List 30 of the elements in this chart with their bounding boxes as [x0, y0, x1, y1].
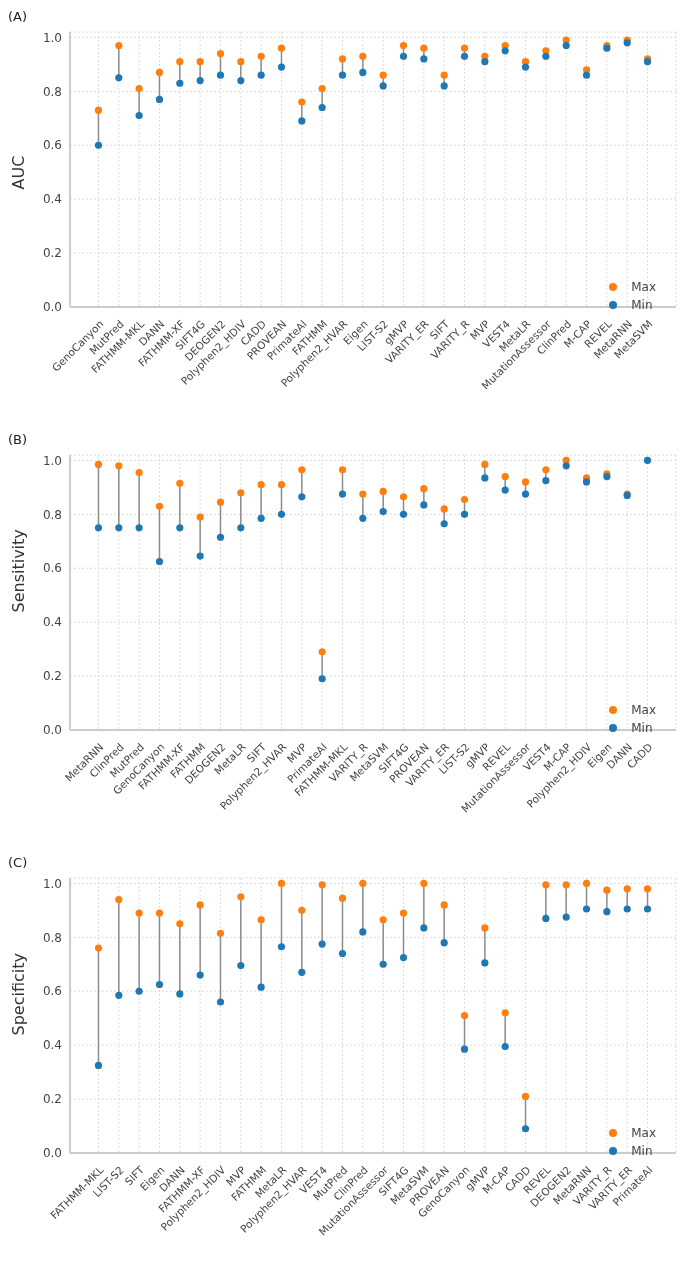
y-tick-label: 0.2 — [42, 1092, 62, 1107]
y-tick-label: 0.8 — [42, 84, 62, 99]
y-tick-label: 1.0 — [42, 30, 62, 45]
y-tick-label: 1.0 — [42, 453, 62, 468]
y-axis-title: Specificity — [8, 953, 28, 1036]
legend-label: Min — [631, 721, 653, 735]
y-tick-label: 0.8 — [42, 507, 62, 522]
y-tick-label: 0.0 — [42, 723, 62, 738]
y-tick-label: 0.8 — [42, 930, 62, 945]
y-tick-label: 0.6 — [42, 138, 62, 153]
chart-title: (B) — [8, 431, 29, 449]
y-tick-label: 1.0 — [42, 876, 62, 891]
y-tick-label: 0.0 — [42, 1146, 62, 1161]
legend-label: Max — [631, 1126, 656, 1140]
y-axis-title: AUC — [8, 155, 28, 190]
y-tick-label: 0.6 — [42, 561, 62, 576]
legend-label: Min — [631, 298, 653, 312]
y-tick-label: 0.6 — [42, 984, 62, 999]
y-tick-label: 0.2 — [42, 669, 62, 684]
y-tick-label: 0.0 — [42, 300, 62, 315]
y-axis-title: Sensitivity — [8, 529, 28, 613]
legend-label: Max — [631, 280, 656, 294]
legend-label: Min — [631, 1144, 653, 1158]
y-tick-label: 0.4 — [42, 1038, 62, 1053]
chart-title: (A) — [8, 8, 29, 26]
y-tick-label: 0.4 — [42, 615, 62, 630]
y-tick-label: 0.4 — [42, 192, 62, 207]
legend-label: Max — [631, 703, 656, 717]
chart-title: (C) — [8, 854, 29, 872]
y-tick-label: 0.2 — [42, 246, 62, 261]
